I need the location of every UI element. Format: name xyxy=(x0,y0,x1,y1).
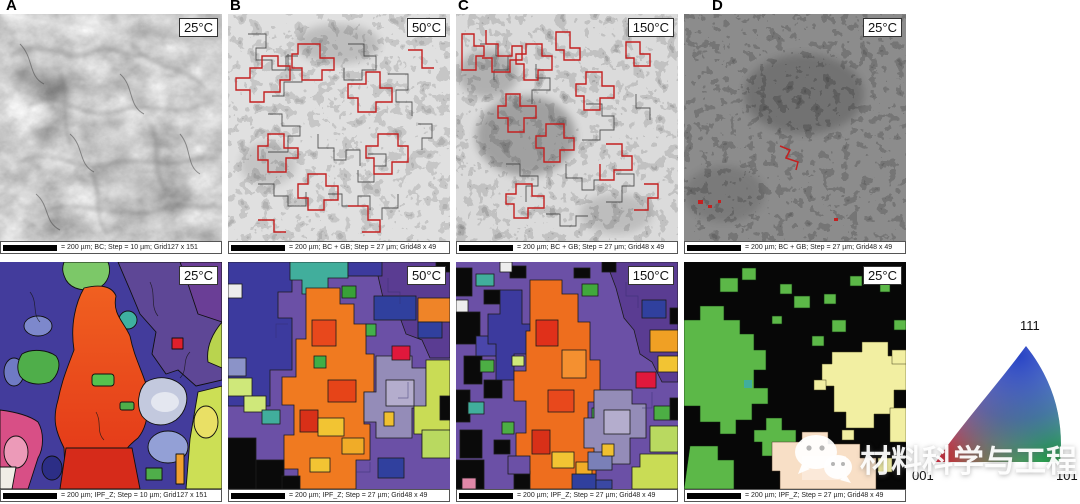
scalebar-caption: = 200 µm; IPF_Z; Step = 10 µm; Grid127 x… xyxy=(0,489,222,502)
scalebar-caption: = 200 µm; BC + GB; Step = 27 µm; Grid48 … xyxy=(228,241,450,254)
caption-text: = 200 µm; BC; Step = 10 µm; Grid127 x 15… xyxy=(61,244,198,251)
scale-bar xyxy=(459,244,513,251)
caption-text: = 200 µm; BC + GB; Step = 27 µm; Grid48 … xyxy=(289,244,437,251)
scalebar-caption: = 200 µm; IPF_Z; Step = 27 µm; Grid48 x … xyxy=(684,489,906,502)
ipf-image-a xyxy=(0,262,222,489)
scale-bar xyxy=(3,244,57,251)
scale-bar xyxy=(687,244,741,251)
wechat-icon xyxy=(795,435,852,483)
micrograph-d-band-contrast: 25°C = 200 µm; BC + GB; Step = 27 µm; Gr… xyxy=(684,14,906,254)
micrograph-a-band-contrast: 25°C = 200 µm; BC; Step = 10 µm; Grid127… xyxy=(0,14,222,254)
band-contrast-image-a xyxy=(0,14,222,241)
caption-text: = 200 µm; BC + GB; Step = 27 µm; Grid48 … xyxy=(517,244,665,251)
temperature-badge: 25°C xyxy=(178,18,218,37)
ipf-label-101: 101 xyxy=(1056,468,1078,483)
temperature-badge: 150°C xyxy=(627,266,674,285)
temperature-badge: 150°C xyxy=(627,18,674,37)
scalebar-caption: = 200 µm; BC; Step = 10 µm; Grid127 x 15… xyxy=(0,241,222,254)
caption-text: = 200 µm; IPF_Z; Step = 27 µm; Grid48 x … xyxy=(289,492,428,499)
panel-letter-d: D xyxy=(712,0,723,14)
ipf-image-b xyxy=(228,262,450,489)
panel-letter-a: A xyxy=(6,0,17,14)
scalebar-caption: = 200 µm; IPF_Z; Step = 27 µm; Grid48 x … xyxy=(456,489,678,502)
band-contrast-image-b xyxy=(228,14,450,241)
scalebar-caption: = 200 µm; BC + GB; Step = 27 µm; Grid48 … xyxy=(456,241,678,254)
caption-text: = 200 µm; IPF_Z; Step = 27 µm; Grid48 x … xyxy=(517,492,656,499)
watermark-text: 材料科学与工程 xyxy=(860,443,1077,479)
band-contrast-image-d xyxy=(684,14,906,241)
ipf-map-a: 25°C = 200 µm; IPF_Z; Step = 10 µm; Grid… xyxy=(0,262,222,502)
temperature-badge: 50°C xyxy=(406,266,446,285)
caption-text: = 200 µm; IPF_Z; Step = 10 µm; Grid127 x… xyxy=(61,492,208,499)
scale-bar xyxy=(231,244,285,251)
scale-bar xyxy=(459,492,513,499)
panel-letter-c: C xyxy=(458,0,469,14)
caption-text: = 200 µm; BC + GB; Step = 27 µm; Grid48 … xyxy=(745,244,893,251)
scalebar-caption: = 200 µm; IPF_Z; Step = 27 µm; Grid48 x … xyxy=(228,489,450,502)
ipf-color-triangle xyxy=(936,346,1061,462)
scale-bar xyxy=(3,492,57,499)
watermark: 材料科学与工程 xyxy=(792,430,1077,486)
temperature-badge: 25°C xyxy=(862,266,902,285)
panel-letter-b: B xyxy=(230,0,241,14)
ipf-label-001: 001 xyxy=(912,468,934,483)
scalebar-caption: = 200 µm; BC + GB; Step = 27 µm; Grid48 … xyxy=(684,241,906,254)
micrograph-c-band-contrast: 150°C = 200 µm; BC + GB; Step = 27 µm; G… xyxy=(456,14,678,254)
band-contrast-image-c xyxy=(456,14,678,241)
temperature-badge: 50°C xyxy=(406,18,446,37)
temperature-badge: 25°C xyxy=(178,266,218,285)
scale-bar xyxy=(231,492,285,499)
ipf-label-111: 111 xyxy=(1020,318,1040,333)
ipf-map-b: 50°C = 200 µm; IPF_Z; Step = 27 µm; Grid… xyxy=(228,262,450,502)
scale-bar xyxy=(687,492,741,499)
ipf-map-c: 150°C = 200 µm; IPF_Z; Step = 27 µm; Gri… xyxy=(456,262,678,502)
temperature-badge: 25°C xyxy=(862,18,902,37)
ipf-image-c xyxy=(456,262,678,489)
micrograph-b-band-contrast: 50°C = 200 µm; BC + GB; Step = 27 µm; Gr… xyxy=(228,14,450,254)
caption-text: = 200 µm; IPF_Z; Step = 27 µm; Grid48 x … xyxy=(745,492,884,499)
